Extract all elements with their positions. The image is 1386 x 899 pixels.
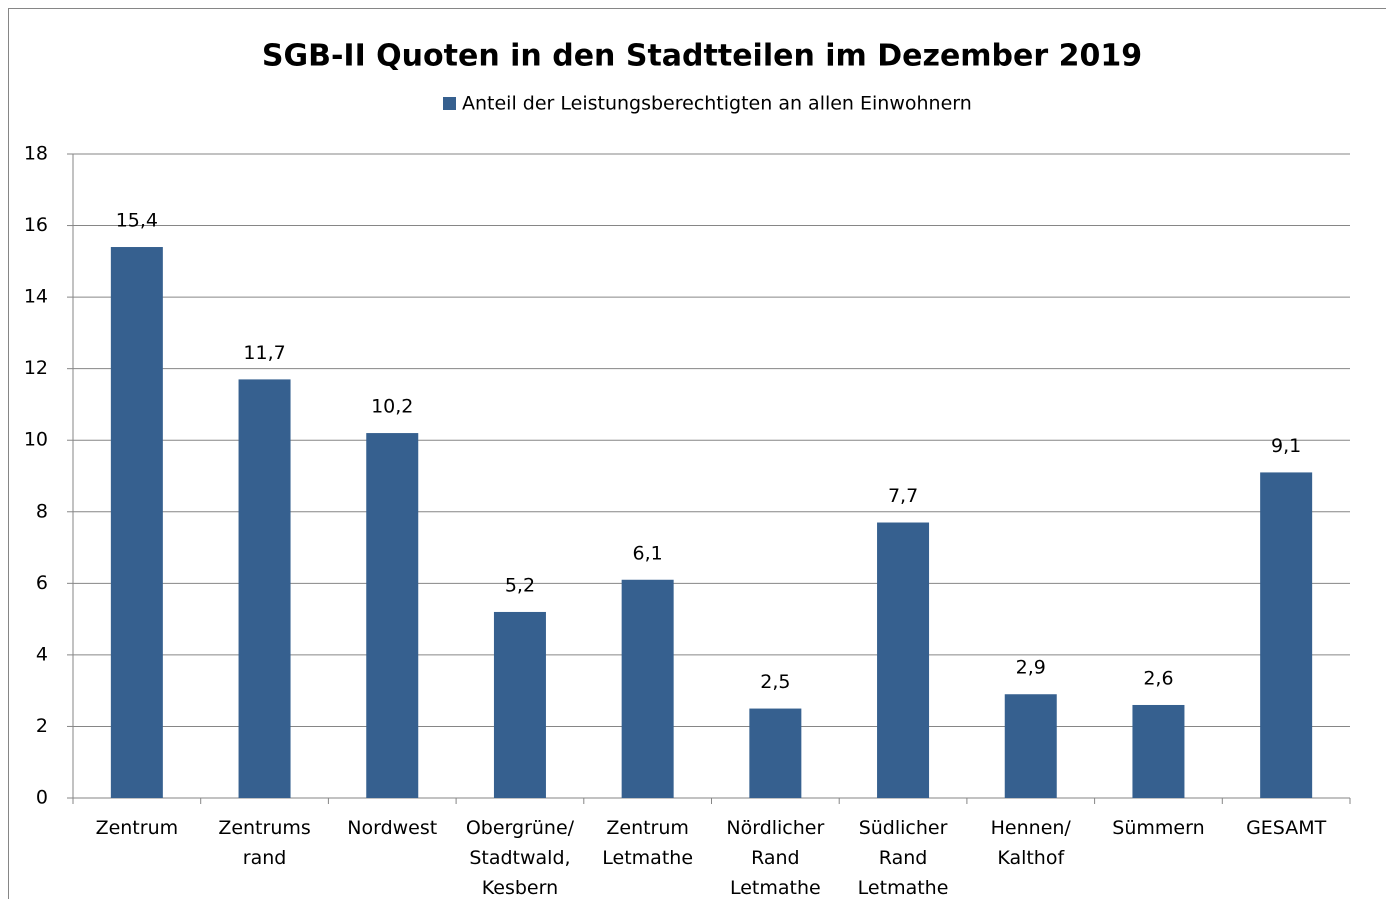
data-label: 5,2 xyxy=(505,574,535,596)
data-label: 7,7 xyxy=(888,485,918,507)
chart-title: SGB-II Quoten in den Stadtteilen im Deze… xyxy=(262,39,1142,74)
data-label: 9,1 xyxy=(1271,435,1301,457)
bar xyxy=(366,433,419,798)
bar xyxy=(749,708,802,798)
x-tick-label: Zentrum Letmathe xyxy=(602,817,693,869)
bar xyxy=(877,522,930,798)
data-label: 15,4 xyxy=(116,210,158,232)
bar xyxy=(621,579,674,798)
y-tick-label: 0 xyxy=(36,787,48,809)
x-tick-label: Zentrums rand xyxy=(218,817,310,869)
bar xyxy=(1004,694,1057,798)
bar xyxy=(1260,472,1313,798)
data-label: 11,7 xyxy=(243,342,285,364)
x-tick-label: Zentrum xyxy=(96,817,179,839)
bar xyxy=(493,611,546,798)
data-label: 2,6 xyxy=(1143,667,1173,689)
x-tick-label: Südlicher Rand Letmathe xyxy=(858,817,949,899)
y-tick-label: 4 xyxy=(36,643,48,665)
data-label: 2,5 xyxy=(760,671,790,693)
data-label: 2,9 xyxy=(1016,657,1046,679)
y-tick-label: 14 xyxy=(24,286,48,308)
x-tick-label: Nordwest xyxy=(347,817,437,839)
y-tick-label: 8 xyxy=(36,500,48,522)
x-tick-label: Obergrüne/Stadtwald, Kesbern xyxy=(466,817,575,899)
y-tick-label: 10 xyxy=(24,429,48,451)
x-tick-label: Hennen/Kalthof xyxy=(991,817,1072,869)
y-tick-label: 2 xyxy=(36,715,48,737)
data-label: 10,2 xyxy=(371,396,413,418)
bar xyxy=(1132,704,1185,798)
y-tick-label: 12 xyxy=(24,357,48,379)
x-tick-label: GESAMT xyxy=(1246,817,1327,839)
legend-swatch xyxy=(443,97,456,110)
x-tick-label: Nördlicher Rand Letmathe xyxy=(726,817,824,899)
y-tick-label: 16 xyxy=(24,214,48,236)
bar xyxy=(110,247,163,798)
legend-label: Anteil der Leistungsberechtigten an alle… xyxy=(462,93,972,115)
bar xyxy=(238,379,291,798)
y-tick-label: 18 xyxy=(24,143,48,165)
data-label: 6,1 xyxy=(633,542,663,564)
x-tick-label: Sümmern xyxy=(1112,817,1204,839)
y-tick-label: 6 xyxy=(36,572,48,594)
